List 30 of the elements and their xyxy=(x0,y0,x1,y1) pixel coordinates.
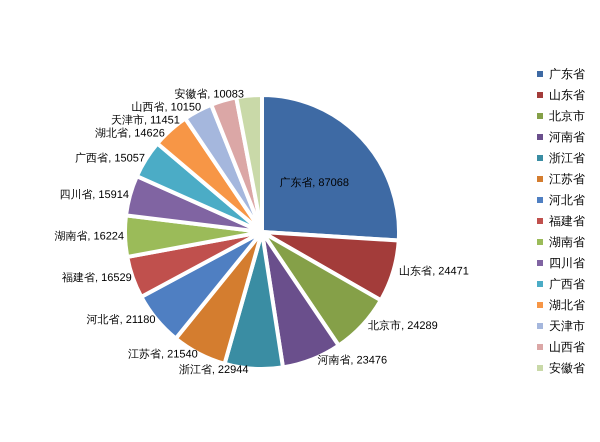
category-label: 天津市, 11451 xyxy=(111,114,180,127)
category-label: 湖北省, 14626 xyxy=(95,128,165,140)
category-label: 湖南省, 16224 xyxy=(54,230,124,242)
legend-label: 天津市 xyxy=(549,319,585,333)
legend-label: 江苏省 xyxy=(549,172,585,186)
legend-label: 广西省 xyxy=(549,277,585,291)
legend-label: 山西省 xyxy=(549,340,585,354)
category-label: 浙江省, 22944 xyxy=(178,364,249,376)
legend-label: 北京市 xyxy=(549,109,585,123)
category-label: 河北省, 21180 xyxy=(86,314,156,326)
category-label: 广东省, 87068 xyxy=(279,177,349,190)
legend-label: 湖南省 xyxy=(549,235,585,249)
legend-label: 安徽省 xyxy=(549,361,585,375)
category-label: 江苏省, 21540 xyxy=(128,348,198,361)
legend-label: 四川省 xyxy=(549,256,585,270)
legend-label: 河南省 xyxy=(549,130,585,144)
category-label: 广西省, 15057 xyxy=(75,152,145,165)
category-label: 福建省, 16529 xyxy=(62,272,132,284)
legend-label: 湖北省 xyxy=(549,298,585,312)
legend-label: 河北省 xyxy=(549,193,585,207)
category-label: 安徽省, 10083 xyxy=(174,88,244,101)
legend-label: 福建省 xyxy=(549,214,585,228)
category-label: 河南省, 23476 xyxy=(317,354,388,366)
legend-label: 浙江省 xyxy=(549,151,585,165)
category-label: 北京市, 24289 xyxy=(368,320,438,332)
legend-label: 山东省 xyxy=(549,88,585,102)
category-label: 四川省, 15914 xyxy=(59,189,129,202)
category-label: 山东省, 24471 xyxy=(399,266,469,278)
category-label: 山西省, 10150 xyxy=(131,102,202,114)
legend-label: 广东省 xyxy=(549,67,585,81)
